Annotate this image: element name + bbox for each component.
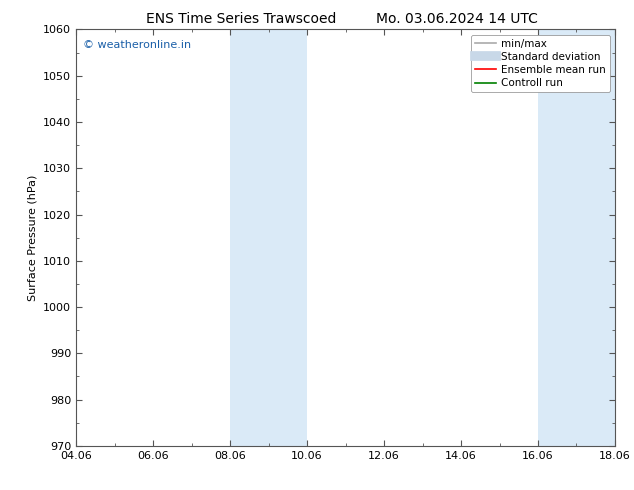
Text: © weatheronline.in: © weatheronline.in	[82, 40, 191, 50]
Y-axis label: Surface Pressure (hPa): Surface Pressure (hPa)	[27, 174, 37, 301]
Text: ENS Time Series Trawscoed: ENS Time Series Trawscoed	[146, 12, 336, 26]
Bar	[538, 29, 615, 446]
Bar	[230, 29, 307, 446]
Text: Mo. 03.06.2024 14 UTC: Mo. 03.06.2024 14 UTC	[375, 12, 538, 26]
Legend: min/max, Standard deviation, Ensemble mean run, Controll run: min/max, Standard deviation, Ensemble me…	[470, 35, 610, 92]
